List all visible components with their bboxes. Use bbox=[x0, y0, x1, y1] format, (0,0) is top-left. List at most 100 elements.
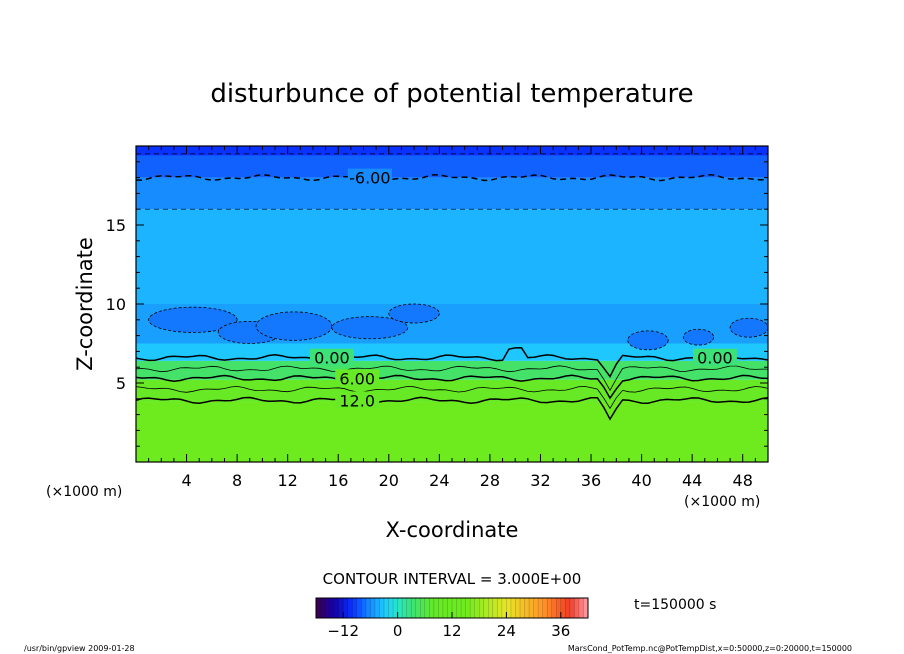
heatmap-layer bbox=[136, 155, 768, 178]
colorbar-cell bbox=[411, 598, 417, 618]
x-tick-label: 44 bbox=[682, 471, 702, 490]
heatmap-layers bbox=[136, 146, 768, 462]
x-tick-label: 12 bbox=[278, 471, 298, 490]
heatmap-layer bbox=[136, 177, 768, 210]
colorbar-cell bbox=[402, 598, 407, 618]
chart-title: disturbunce of potential temperature bbox=[210, 79, 693, 109]
colorbar-cell bbox=[556, 598, 562, 618]
footer-right: MarsCond_PotTemp.nc@PotTempDist,x=0:5000… bbox=[568, 644, 852, 653]
heatmap-layer bbox=[136, 146, 768, 156]
x-tick-label: 28 bbox=[480, 471, 500, 490]
colorbar-ticks: −12 0 12 24 36 bbox=[327, 612, 570, 640]
colorbar-cell bbox=[424, 598, 430, 618]
colorbar-cell bbox=[529, 598, 534, 618]
colorbar-cell bbox=[524, 598, 530, 618]
x-tick-label: 4 bbox=[181, 471, 191, 490]
colorbar-cell bbox=[456, 598, 462, 618]
colorbar-cell bbox=[329, 598, 335, 618]
footer-left: /usr/bin/gpview 2009-01-28 bbox=[24, 644, 135, 653]
contour-label: 0.00 bbox=[697, 349, 733, 368]
colorbar-tick-label: 0 bbox=[393, 622, 403, 640]
colorbar-cell bbox=[483, 598, 489, 618]
colorbar-cell bbox=[343, 598, 349, 618]
x-tick-label: 36 bbox=[581, 471, 601, 490]
x-tick-label: 8 bbox=[232, 471, 242, 490]
anomaly-patches bbox=[148, 303, 769, 351]
colorbar-cell bbox=[365, 598, 371, 618]
colorbar-cell bbox=[356, 598, 362, 618]
x-axis-ticks: 4 8 12 16 20 24 28 32 36 40 44 48 bbox=[148, 146, 756, 490]
x-unit-left: (×1000 m) bbox=[46, 484, 122, 500]
anomaly-patch bbox=[729, 317, 769, 338]
colorbar-cell bbox=[334, 598, 339, 618]
anomaly-patch bbox=[388, 303, 440, 324]
x-tick-label: 48 bbox=[733, 471, 753, 490]
colorbar-cell bbox=[515, 598, 521, 618]
time-label: t=150000 s bbox=[634, 597, 716, 613]
heatmap-layer bbox=[136, 209, 768, 304]
x-tick-label: 16 bbox=[328, 471, 348, 490]
heatmap-layer bbox=[136, 343, 768, 361]
colorbar-cell bbox=[370, 598, 376, 618]
colorbar-cell bbox=[461, 598, 466, 618]
contour-line bbox=[135, 396, 769, 421]
colorbar-cell bbox=[533, 598, 539, 618]
contour-label-bg bbox=[309, 348, 354, 366]
contour-label-bg bbox=[335, 369, 380, 387]
colorbar-cell bbox=[393, 598, 398, 618]
colorbar-cell bbox=[429, 598, 435, 618]
colorbar-cell bbox=[488, 598, 494, 618]
contour-interval: CONTOUR INTERVAL = 3.000E+00 bbox=[323, 570, 582, 588]
contour-label-bg bbox=[347, 168, 392, 186]
anomaly-patch bbox=[148, 306, 238, 333]
x-axis-label: X-coordinate bbox=[386, 518, 519, 542]
colorbar-cell bbox=[551, 598, 557, 618]
colorbar-cell bbox=[320, 598, 326, 618]
colorbar-cell bbox=[379, 598, 385, 618]
colorbar-cell bbox=[388, 598, 394, 618]
colorbar-cell bbox=[538, 598, 543, 618]
colorbar-cell bbox=[547, 598, 553, 618]
colorbar-cell bbox=[374, 598, 380, 618]
colorbar-tick-label: −12 bbox=[327, 622, 359, 640]
colorbar-cell bbox=[420, 598, 426, 618]
contour-line bbox=[135, 374, 769, 400]
anomaly-patch bbox=[255, 311, 333, 341]
colorbar-cell bbox=[465, 598, 471, 618]
colorbar-cell bbox=[325, 598, 330, 618]
colorbar-tick-label: 24 bbox=[497, 622, 516, 640]
colorbar-cell bbox=[574, 598, 580, 618]
anomaly-patch bbox=[682, 328, 715, 346]
contour-label: 0.00 bbox=[314, 349, 350, 368]
colorbar-cell bbox=[578, 598, 584, 618]
colorbar-cell bbox=[338, 598, 344, 618]
contour-labels: 12.06.000.00 0.00-6.00 bbox=[309, 168, 737, 410]
colorbar-cell bbox=[479, 598, 485, 618]
y-tick-label: 5 bbox=[116, 374, 126, 393]
x-tick-label: 32 bbox=[530, 471, 550, 490]
colorbar-cell bbox=[506, 598, 512, 618]
x-tick-label: 40 bbox=[631, 471, 651, 490]
colorbar-cell bbox=[347, 598, 353, 618]
contour-line bbox=[135, 347, 769, 379]
contour-label: 6.00 bbox=[339, 369, 375, 388]
colorbar-cell bbox=[560, 598, 566, 618]
colorbar-cell bbox=[397, 598, 403, 618]
anomaly-patch bbox=[627, 330, 669, 351]
colorbar-cell bbox=[501, 598, 507, 618]
colorbar-cell bbox=[569, 598, 575, 618]
colorbar-tick-label: 36 bbox=[551, 622, 570, 640]
contour-label: 12.0 bbox=[339, 391, 375, 410]
contour-line bbox=[135, 385, 769, 410]
colorbar-cell bbox=[384, 598, 389, 618]
colorbar-cell bbox=[520, 598, 525, 618]
colorbar bbox=[315, 598, 589, 618]
colorbar-cell bbox=[415, 598, 421, 618]
contour-label: -6.00 bbox=[349, 169, 390, 188]
colorbar-cell bbox=[361, 598, 367, 618]
y-axis-label: Z-coordinate bbox=[73, 237, 97, 371]
y-axis-ticks: 5 10 15 bbox=[106, 161, 768, 447]
x-tick-label: 24 bbox=[429, 471, 449, 490]
colorbar-cell bbox=[406, 598, 412, 618]
